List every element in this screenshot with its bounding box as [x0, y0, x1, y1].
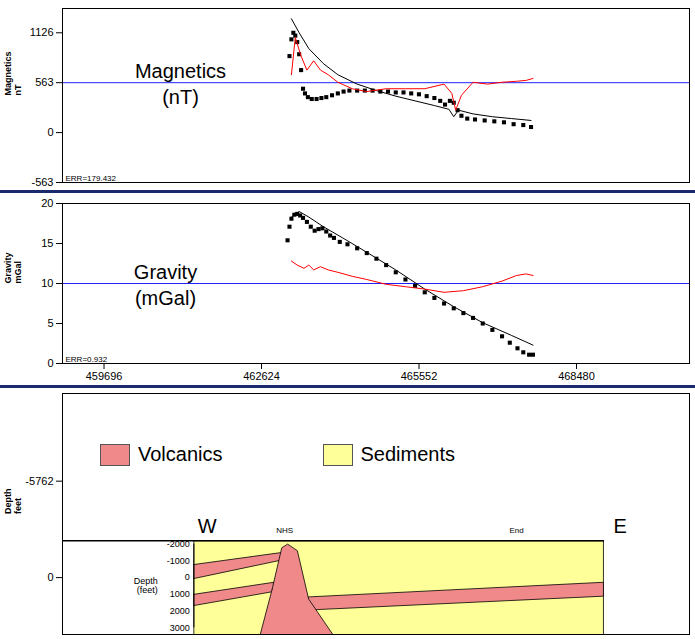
svg-text:0: 0 [47, 571, 53, 583]
svg-text:5: 5 [47, 317, 53, 329]
svg-text:15: 15 [41, 237, 53, 249]
svg-text:Depth: Depth [3, 489, 13, 515]
svg-text:ERR=0.932: ERR=0.932 [66, 355, 108, 364]
svg-text:-1000: -1000 [167, 556, 190, 566]
svg-text:0: 0 [47, 357, 53, 369]
svg-text:mGal: mGal [13, 261, 23, 284]
svg-text:459696: 459696 [86, 370, 123, 382]
svg-text:465552: 465552 [401, 370, 438, 382]
svg-text:-563: -563 [31, 176, 53, 188]
svg-text:0: 0 [185, 572, 190, 582]
svg-text:Gravity: Gravity [3, 252, 13, 283]
svg-text:Gravity(mGal): Gravity(mGal) [134, 261, 197, 309]
svg-text:563: 563 [35, 76, 53, 88]
svg-text:feet: feet [13, 498, 23, 514]
svg-text:10: 10 [41, 277, 53, 289]
html-text:Sediments: Sediments [360, 443, 455, 465]
svg-text:-5762: -5762 [25, 475, 53, 487]
svg-text:20: 20 [41, 197, 53, 209]
svg-text:ERR=179.432: ERR=179.432 [66, 174, 117, 183]
svg-text:Magnetics: Magnetics [3, 51, 13, 95]
svg-text:468480: 468480 [558, 370, 595, 382]
svg-text:NHS: NHS [276, 526, 293, 535]
svg-text:W: W [198, 515, 217, 537]
svg-text:Depth(feet): Depth(feet) [134, 576, 158, 595]
svg-text:Magnetics(nT): Magnetics(nT) [135, 60, 226, 108]
svg-text:462624: 462624 [243, 370, 280, 382]
svg-text:-2000: -2000 [167, 539, 190, 549]
svg-text:End: End [509, 526, 523, 535]
html-text:Volcanics: Volcanics [138, 443, 223, 465]
svg-text:1126: 1126 [30, 26, 54, 38]
svg-text:1000: 1000 [170, 589, 190, 599]
svg-text:E: E [613, 515, 626, 537]
svg-text:0: 0 [47, 126, 53, 138]
svg-text:3000: 3000 [170, 623, 190, 633]
svg-text:2000: 2000 [170, 606, 190, 616]
svg-text:nT: nT [13, 84, 23, 95]
